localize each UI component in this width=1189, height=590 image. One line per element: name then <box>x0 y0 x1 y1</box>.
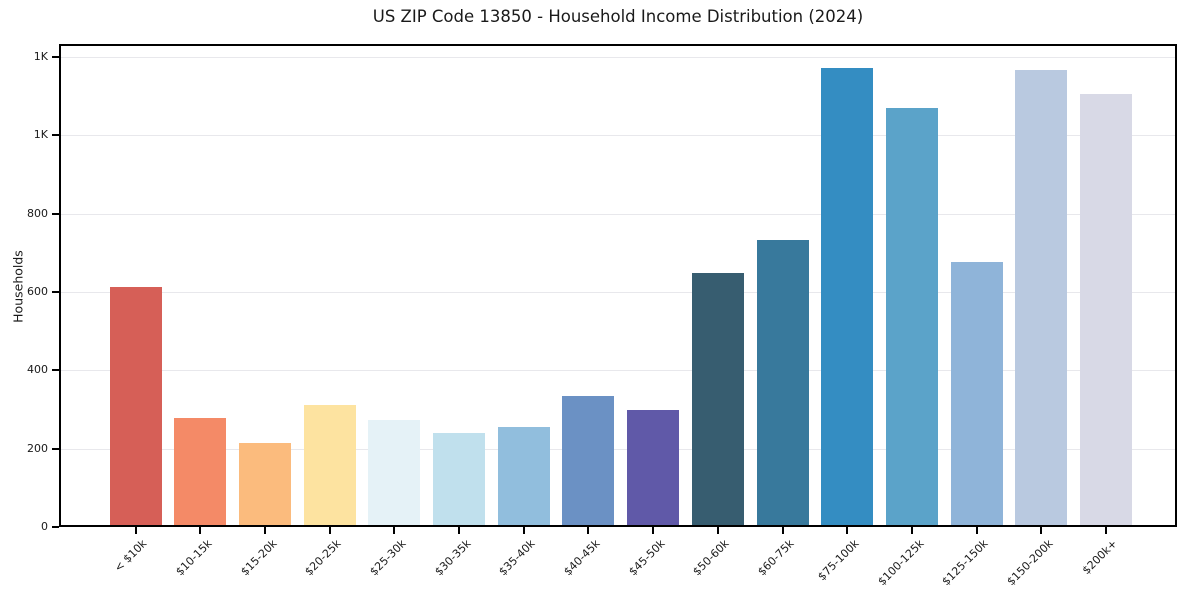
bar-$10-15k <box>174 418 227 527</box>
x-tick-label-11: $75-100k <box>815 537 862 584</box>
bar-$15-20k <box>238 443 291 527</box>
bar-$60-75k <box>756 239 809 527</box>
y-tick-label-6: 1K <box>33 49 48 63</box>
y-tick-label-3: 600 <box>27 285 48 298</box>
x-tick-mark <box>199 527 202 534</box>
plot-area <box>59 44 1177 527</box>
bar-$30-35k <box>433 433 485 527</box>
x-tick-mark <box>263 527 266 534</box>
y-tick-label-4: 800 <box>27 206 48 220</box>
gridline-600 <box>59 292 1177 293</box>
x-tick-label-5: $30-35k <box>431 537 474 579</box>
bar-$125-150k <box>950 262 1003 527</box>
bar-$200k+ <box>1080 94 1132 527</box>
x-tick-label-3: $20-25k <box>302 537 344 579</box>
bar-$20-25k <box>303 405 356 527</box>
y-tick-mark <box>52 369 59 372</box>
x-tick-mark <box>716 527 719 534</box>
y-tick-label-0: 0 <box>41 520 48 533</box>
x-tick-label-9: $50-60k <box>690 537 732 579</box>
x-tick-label-4: $25-30k <box>367 537 409 579</box>
gridline-200 <box>59 448 1177 450</box>
x-tick-label-1: $10-15k <box>173 537 215 579</box>
x-tick-mark <box>1105 527 1107 534</box>
x-tick-mark <box>910 527 913 534</box>
x-tick-label-0: < $10k <box>112 537 150 575</box>
y-tick-mark <box>52 291 59 293</box>
bar-$50-60k <box>691 273 744 527</box>
x-tick-mark <box>652 527 655 534</box>
x-tick-label-12: $100-125k <box>874 537 927 589</box>
x-tick-mark <box>458 527 460 534</box>
bar-< $10k <box>109 286 162 527</box>
x-tick-label-14: $150-200k <box>1004 537 1056 589</box>
x-tick-mark <box>328 527 331 534</box>
x-tick-label-2: $15-20k <box>237 537 280 579</box>
bar-$75-100k <box>821 67 874 527</box>
y-tick-mark <box>52 134 59 137</box>
x-tick-mark <box>134 527 137 534</box>
x-tick-mark <box>522 527 525 534</box>
x-tick-label-7: $40-45k <box>561 537 603 579</box>
y-tick-mark <box>52 526 59 528</box>
y-tick-mark <box>52 447 59 450</box>
bar-$25-30k <box>368 420 421 527</box>
bar-$40-45k <box>562 396 615 527</box>
gridline-1200 <box>59 56 1177 58</box>
gridline-1000 <box>59 135 1177 137</box>
x-tick-label-13: $125-150k <box>939 537 991 589</box>
y-tick-label-2: 400 <box>27 363 48 377</box>
x-tick-label-10: $60-75k <box>755 537 797 579</box>
bar-$100-125k <box>885 108 938 527</box>
x-tick-mark <box>587 527 590 534</box>
y-tick-mark <box>52 55 59 58</box>
bar-$45-50k <box>627 409 680 527</box>
x-tick-mark <box>781 527 784 534</box>
x-tick-label-8: $45-50k <box>626 537 668 579</box>
x-tick-label-6: $35-40k <box>496 537 538 579</box>
bar-$35-40k <box>497 427 550 527</box>
y-tick-label-5: 1K <box>33 128 48 142</box>
bar-$150-200k <box>1015 69 1068 527</box>
x-tick-mark <box>393 527 396 534</box>
x-tick-label-15: $200k+ <box>1080 537 1121 578</box>
x-tick-mark <box>846 527 849 534</box>
x-tick-mark <box>1040 527 1043 534</box>
chart-title: US ZIP Code 13850 - Household Income Dis… <box>372 7 864 26</box>
y-tick-label-1: 200 <box>27 441 48 455</box>
y-tick-mark <box>52 212 59 215</box>
x-tick-mark <box>975 527 978 534</box>
gridline-800 <box>59 213 1177 215</box>
gridline-400 <box>59 370 1177 372</box>
